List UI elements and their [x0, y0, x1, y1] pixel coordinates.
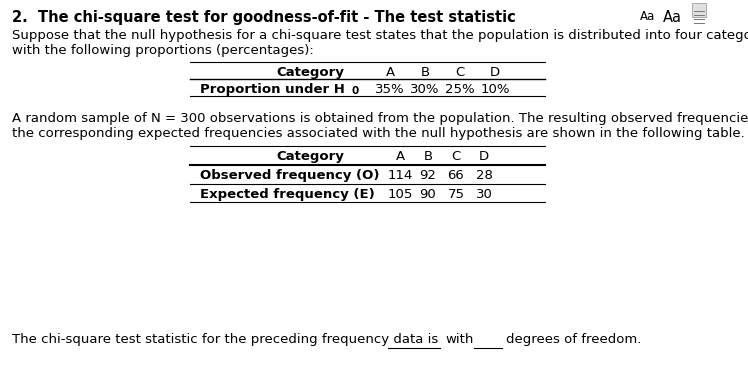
- Text: with the following proportions (percentages):: with the following proportions (percenta…: [12, 44, 313, 57]
- Text: 10%: 10%: [480, 83, 509, 96]
- Text: the corresponding expected frequencies associated with the null hypothesis are s: the corresponding expected frequencies a…: [12, 127, 745, 140]
- Text: 92: 92: [420, 169, 436, 182]
- Text: 114: 114: [387, 169, 413, 182]
- Text: C: C: [451, 150, 461, 163]
- Text: B: B: [423, 150, 432, 163]
- Text: 25%: 25%: [445, 83, 475, 96]
- Text: A: A: [396, 150, 405, 163]
- Text: 30: 30: [476, 188, 492, 201]
- Text: 0: 0: [352, 86, 359, 96]
- Text: Aa: Aa: [640, 10, 655, 23]
- Text: D: D: [479, 150, 489, 163]
- Text: 28: 28: [476, 169, 492, 182]
- Text: Expected frequency (E): Expected frequency (E): [200, 188, 375, 201]
- FancyBboxPatch shape: [692, 3, 706, 17]
- Text: D: D: [490, 66, 500, 79]
- Text: A: A: [385, 66, 394, 79]
- Text: A random sample of N = 300 observations is obtained from the population. The res: A random sample of N = 300 observations …: [12, 112, 748, 125]
- Text: The chi-square test statistic for the preceding frequency data is: The chi-square test statistic for the pr…: [12, 333, 438, 346]
- Text: Suppose that the null hypothesis for a chi-square test states that the populatio: Suppose that the null hypothesis for a c…: [12, 29, 748, 42]
- Text: 75: 75: [447, 188, 465, 201]
- Text: with: with: [445, 333, 473, 346]
- Text: Proportion under H: Proportion under H: [200, 83, 345, 96]
- Text: C: C: [456, 66, 465, 79]
- Text: Observed frequency (O): Observed frequency (O): [200, 169, 379, 182]
- Text: degrees of freedom.: degrees of freedom.: [506, 333, 641, 346]
- Text: 2.  The chi-square test for goodness-of-fit - The test statistic: 2. The chi-square test for goodness-of-f…: [12, 10, 516, 25]
- Text: 90: 90: [420, 188, 436, 201]
- Text: B: B: [420, 66, 429, 79]
- Text: Category: Category: [276, 66, 344, 79]
- Text: 66: 66: [447, 169, 465, 182]
- Text: 35%: 35%: [375, 83, 405, 96]
- Text: 30%: 30%: [410, 83, 440, 96]
- Text: 105: 105: [387, 188, 413, 201]
- Text: Category: Category: [276, 150, 344, 163]
- Text: Aa: Aa: [663, 10, 682, 25]
